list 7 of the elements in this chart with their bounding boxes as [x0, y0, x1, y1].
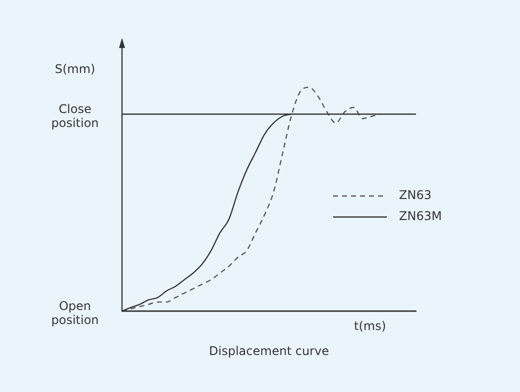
x-axis-title: t(ms) — [354, 319, 386, 334]
ref-line-label: Close position — [51, 102, 99, 130]
y-axis-title: S(mm) — [54, 62, 96, 76]
ref-line-label: Open position — [51, 299, 99, 328]
legend-label: ZN63 — [399, 188, 432, 202]
legend-label: ZN63M — [399, 209, 442, 224]
text: Displacement curve — [209, 344, 329, 358]
